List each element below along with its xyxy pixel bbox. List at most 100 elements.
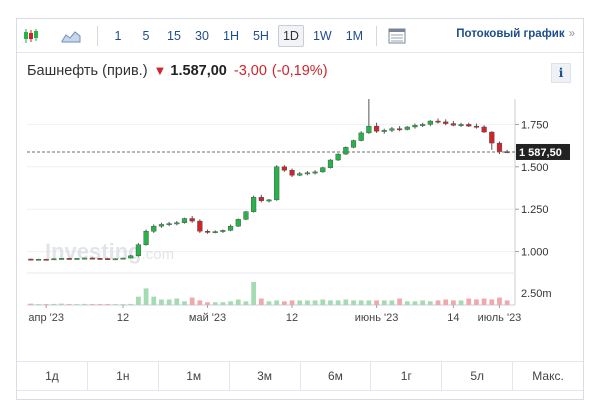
candle-body [496,142,503,152]
range-button[interactable]: 5л [442,362,514,390]
timeframe-5h-button[interactable]: 5H [252,28,269,43]
range-button[interactable]: 3м [230,362,301,390]
candle-body [389,128,395,131]
candle [166,221,172,227]
candle-body [174,222,180,225]
candle-body [304,172,310,175]
candle-body [335,153,341,161]
volume-bar [228,301,233,305]
candle [228,224,234,232]
volume-bar [474,299,479,305]
last-price: 1.587,00 [170,63,227,79]
timeframe-1w-button[interactable]: 1W [312,28,332,43]
candle-body [35,258,42,261]
candle [420,122,426,127]
time-tick-label: 14 [447,312,459,324]
timeframe-30-button[interactable]: 30 [195,28,209,43]
timeframe-1d-button[interactable]: 1D [277,24,304,47]
volume-bar [397,298,402,305]
candle [235,218,241,227]
candle-body [135,244,141,257]
table-icon[interactable] [383,24,411,48]
candle [312,170,318,175]
range-button[interactable]: 1д [17,362,88,390]
info-icon[interactable]: i [551,63,571,83]
volume-bar [112,304,118,305]
candle-body [297,173,303,176]
volume-bar [197,300,203,305]
timeframe-1m-button[interactable]: 1M [345,28,364,43]
volume-tick-label: 2.50m [521,288,552,300]
volume-bar [281,301,287,305]
candle-body [212,231,218,233]
candle [327,159,334,169]
candle-body [443,121,449,124]
candle-body [251,197,257,212]
timeframe-1-button[interactable]: 1 [114,28,122,43]
volume-bar [66,304,72,305]
down-arrow-icon: ▼ [153,63,167,78]
candle [281,165,287,172]
candle [58,258,65,260]
candle [335,153,341,161]
price-chart[interactable]: 1.000 1.250 1.500 1.750 Investing.com 1 587,5… [17,19,583,361]
candle-body [197,220,203,232]
timeframe-5-button[interactable]: 5 [142,28,150,43]
candle [135,243,141,257]
candle [189,215,195,223]
price-tick-label: 1.500 [521,162,549,174]
volume-bar [251,281,257,305]
candle [151,224,157,233]
candlestick-icon[interactable] [17,24,45,48]
volume-bar [97,304,103,305]
volume-bar [351,300,356,305]
candle [373,122,380,133]
candle [381,128,387,134]
candle [466,122,472,127]
price-tick-label: 1.250 [521,204,549,216]
candle [105,258,111,260]
candle-body [450,123,456,126]
volume-bar [274,300,280,305]
range-selector: 1д 1н 1м 3м 6м 1г 5л Макс. [17,361,583,391]
volume-bar [243,301,249,305]
candle [66,257,72,260]
volume-bar [305,300,310,305]
candle-body [366,125,372,134]
volume-bar [258,298,264,305]
candle-body [427,120,433,125]
volume-bar [28,303,34,305]
candle-body [143,231,149,245]
candle-body [258,197,264,201]
volume-bar [182,301,187,305]
volume-bar [159,299,164,305]
candle [404,126,410,131]
volume-bar [89,304,95,305]
chart-toolbar: 1 5 15 30 1H 5H 1D 1W 1M Потоковый график» [17,19,583,53]
candle-body [435,120,441,123]
volume-bar [420,300,426,305]
time-tick-label: 12 [117,312,129,324]
stream-chart-link[interactable]: Потоковый график» [456,28,575,40]
timeframe-15-button[interactable]: 15 [167,28,181,43]
volume-bar [235,299,241,305]
volume-bar [43,304,49,305]
volume-bar [166,299,172,305]
range-button[interactable]: 6м [301,362,372,390]
range-button[interactable]: 1м [159,362,230,390]
candle-body [473,125,480,128]
volume-bar [205,302,210,305]
area-chart-icon[interactable] [57,24,85,48]
candle [89,257,95,260]
volume-bar [120,304,126,305]
volume-bar [220,302,226,305]
time-tick-label: май '23 [189,312,226,324]
range-button[interactable]: 1г [371,362,443,390]
candle [443,119,449,126]
range-button[interactable]: Макс. [532,369,564,383]
candle [481,125,487,133]
volume-bar [312,300,318,305]
candle [274,165,280,201]
timeframe-1h-button[interactable]: 1H [223,28,239,43]
range-button[interactable]: 1н [88,362,159,390]
